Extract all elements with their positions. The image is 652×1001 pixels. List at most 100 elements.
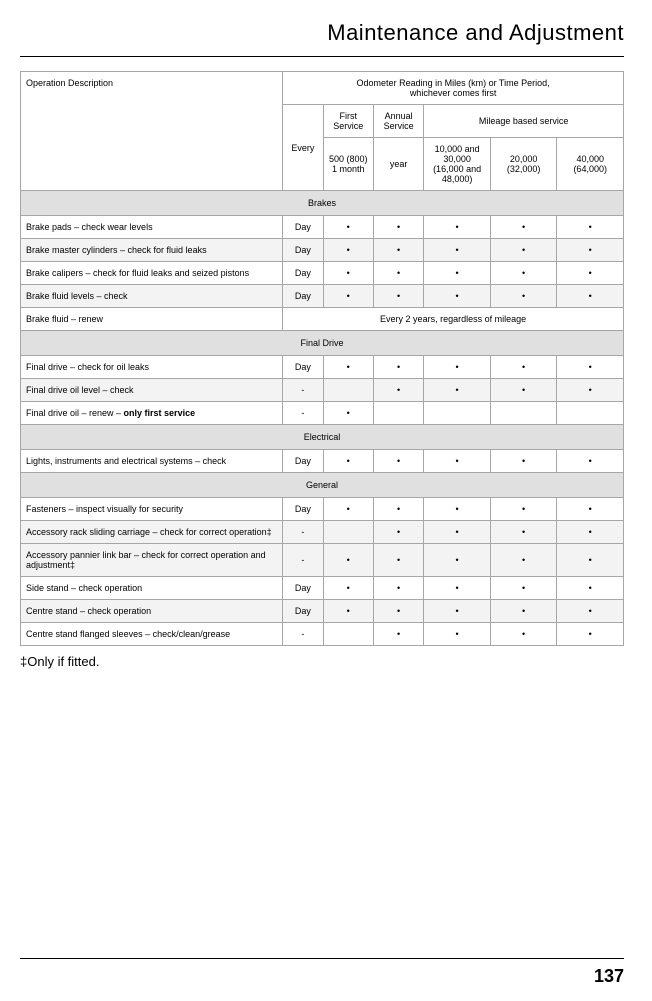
row-cell: • [323,402,373,425]
table-row: Accessory pannier link bar – check for c… [21,544,624,577]
row-cell: • [373,544,423,577]
row-cell: • [373,600,423,623]
section-row: Brakes [21,191,624,216]
header-annual-service: Annual Service [373,105,423,138]
row-desc: Fasteners – inspect visually for securit… [21,498,283,521]
row-cell: • [424,450,491,473]
table-row: Lights, instruments and electrical syste… [21,450,624,473]
row-cell: • [557,544,624,577]
row-cell: Day [283,216,323,239]
row-cell: • [557,600,624,623]
page-title: Maintenance and Adjustment [20,20,624,46]
row-cell: • [424,379,491,402]
row-cell: • [490,285,557,308]
row-cell: Day [283,577,323,600]
row-cell: • [323,356,373,379]
row-cell: • [557,521,624,544]
row-cell: • [373,379,423,402]
row-cell: • [424,544,491,577]
table-row: Brake pads – check wear levelsDay••••• [21,216,624,239]
row-cell: • [373,285,423,308]
row-cell: • [323,262,373,285]
row-cell: - [283,402,323,425]
header-every: Every [283,105,323,191]
row-cell: • [323,544,373,577]
section-title: General [21,473,624,498]
row-desc: Brake calipers – check for fluid leaks a… [21,262,283,285]
row-cell: • [424,498,491,521]
header-mileage-based: Mileage based service [424,105,624,138]
row-cell: • [490,600,557,623]
row-cell: • [557,356,624,379]
table-body: BrakesBrake pads – check wear levelsDay•… [21,191,624,646]
row-cell: • [373,239,423,262]
row-cell: • [373,216,423,239]
row-desc: Final drive oil level – check [21,379,283,402]
header-col-m3: 40,000 (64,000) [557,138,624,191]
maintenance-table: Operation Description Odometer Reading i… [20,71,624,646]
row-cell: • [490,521,557,544]
row-cell: • [323,450,373,473]
table-row: Side stand – check operationDay••••• [21,577,624,600]
row-cell: • [424,577,491,600]
page-number: 137 [594,966,624,987]
table-row: Brake fluid levels – checkDay••••• [21,285,624,308]
table-row: Final drive oil level – check-•••• [21,379,624,402]
row-cell: • [557,577,624,600]
row-cell: • [424,521,491,544]
header-col-m1: 10,000 and 30,000 (16,000 and 48,000) [424,138,491,191]
row-span: Every 2 years, regardless of mileage [283,308,624,331]
row-desc: Accessory pannier link bar – check for c… [21,544,283,577]
row-cell: • [557,239,624,262]
row-cell: • [424,262,491,285]
row-cell [323,521,373,544]
row-cell: Day [283,600,323,623]
row-cell: • [323,285,373,308]
row-cell: Day [283,239,323,262]
section-row: Final Drive [21,331,624,356]
table-row: Centre stand – check operationDay••••• [21,600,624,623]
row-cell: • [424,623,491,646]
row-cell: • [490,498,557,521]
row-cell: • [424,239,491,262]
row-cell: • [490,239,557,262]
row-desc: Brake pads – check wear levels [21,216,283,239]
row-cell: • [424,285,491,308]
row-cell: • [373,623,423,646]
row-cell: Day [283,356,323,379]
row-cell: - [283,544,323,577]
row-cell [323,379,373,402]
section-row: General [21,473,624,498]
row-cell: - [283,623,323,646]
header-operation-desc: Operation Description [21,72,283,191]
row-desc: Brake master cylinders – check for fluid… [21,239,283,262]
row-desc: Final drive – check for oil leaks [21,356,283,379]
row-desc: Lights, instruments and electrical syste… [21,450,283,473]
row-cell: • [490,450,557,473]
header-col-m2: 20,000 (32,000) [490,138,557,191]
row-cell: • [490,577,557,600]
header-first-service: First Service [323,105,373,138]
section-row: Electrical [21,425,624,450]
header-odometer-line1: Odometer Reading in Miles (km) or Time P… [357,78,550,88]
row-cell: Day [283,285,323,308]
row-cell: • [557,498,624,521]
row-cell: • [373,498,423,521]
row-cell [323,623,373,646]
row-cell: • [323,498,373,521]
row-cell: • [373,450,423,473]
row-desc: Brake fluid – renew [21,308,283,331]
table-row: Brake master cylinders – check for fluid… [21,239,624,262]
row-cell: Day [283,262,323,285]
title-rule [20,56,624,57]
table-row: Brake fluid – renewEvery 2 years, regard… [21,308,624,331]
row-cell [424,402,491,425]
row-cell: • [323,216,373,239]
row-cell: • [424,216,491,239]
section-title: Final Drive [21,331,624,356]
row-cell: • [490,544,557,577]
row-cell: • [373,262,423,285]
header-col-annual: year [373,138,423,191]
table-row: Centre stand flanged sleeves – check/cle… [21,623,624,646]
row-cell [557,402,624,425]
